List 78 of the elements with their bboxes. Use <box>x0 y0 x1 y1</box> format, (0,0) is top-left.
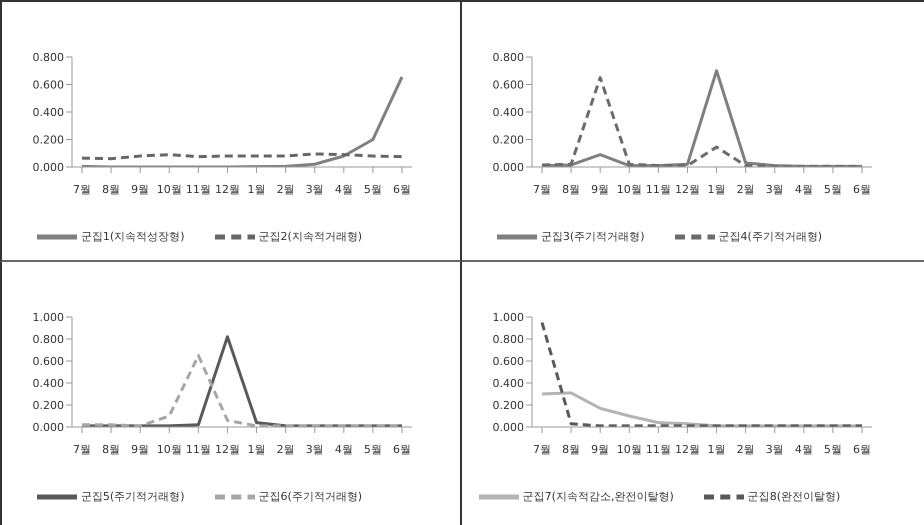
legend-label: 군집3(주기적거래형) <box>540 230 644 244</box>
x-tick-label: 1월 <box>248 182 266 196</box>
legend-label: 군집5(주기적거래형) <box>80 490 184 504</box>
y-tick-label: 0.200 <box>492 398 524 412</box>
y-tick-label: 0.800 <box>492 50 524 64</box>
x-tick-label: 3월 <box>306 442 324 456</box>
x-tick-label: 1월 <box>708 442 726 456</box>
x-tick-label: 7월 <box>73 182 91 196</box>
legend-label: 군집4(주기적거래형) <box>718 230 822 244</box>
x-tick-label: 1월 <box>708 182 726 196</box>
y-tick-label: 0.600 <box>32 354 64 368</box>
x-tick-label: 9월 <box>591 182 610 196</box>
x-tick-label: 8월 <box>102 182 120 196</box>
y-tick-label: 0.800 <box>32 332 64 346</box>
x-tick-label: 2월 <box>736 442 755 456</box>
x-tick-label: 4월 <box>794 182 813 196</box>
y-tick-label: 0.800 <box>32 50 64 64</box>
x-tick-label: 7월 <box>533 442 551 456</box>
x-tick-label: 12월 <box>674 442 700 456</box>
legend-label: 군집8(완전이탈형) <box>748 490 840 504</box>
y-tick-label: 0.000 <box>492 420 524 434</box>
x-tick-label: 9월 <box>591 442 610 456</box>
x-tick-label: 10월 <box>616 182 642 196</box>
x-tick-label: 7월 <box>533 182 551 196</box>
x-tick-label: 3월 <box>766 442 784 456</box>
x-tick-label: 8월 <box>562 442 580 456</box>
x-tick-label: 10월 <box>156 442 182 456</box>
x-tick-label: 5월 <box>364 442 382 456</box>
x-tick-label: 11월 <box>646 182 671 196</box>
x-tick-label: 11월 <box>186 442 211 456</box>
legend-label: 군집2(지속적거래형) <box>258 230 362 244</box>
y-tick-label: 0.200 <box>32 133 64 146</box>
y-tick-label: 0.000 <box>492 160 524 174</box>
legend-label: 군집6(주기적거래형) <box>258 490 362 504</box>
x-tick-label: 5월 <box>824 182 842 196</box>
x-tick-label: 6월 <box>853 182 871 196</box>
legend-label: 군집1(지속적성장형) <box>80 230 184 244</box>
x-tick-label: 7월 <box>73 442 91 456</box>
x-tick-label: 2월 <box>736 182 755 196</box>
y-tick-label: 1.000 <box>492 310 524 324</box>
x-tick-label: 9월 <box>131 182 150 196</box>
x-tick-label: 3월 <box>306 182 324 196</box>
y-tick-label: 0.400 <box>32 376 64 390</box>
x-tick-label: 6월 <box>853 442 871 456</box>
y-tick-label: 0.400 <box>32 106 64 119</box>
x-tick-label: 2월 <box>276 442 295 456</box>
y-tick-label: 0.600 <box>492 78 524 92</box>
x-tick-label: 4월 <box>334 182 353 196</box>
x-tick-label: 10월 <box>616 442 642 456</box>
x-tick-label: 8월 <box>102 442 120 456</box>
y-tick-label: 0.600 <box>32 78 64 92</box>
x-tick-label: 6월 <box>393 442 411 456</box>
x-tick-label: 4월 <box>794 442 813 456</box>
y-tick-label: 0.400 <box>492 376 524 390</box>
legend-label: 군집7(지속적감소,완전이탈형) <box>522 490 674 504</box>
x-tick-label: 1월 <box>248 442 266 456</box>
y-tick-label: 0.600 <box>492 354 524 368</box>
y-tick-label: 0.400 <box>492 106 524 119</box>
x-tick-label: 5월 <box>364 182 382 196</box>
x-tick-label: 4월 <box>334 442 353 456</box>
y-tick-label: 1.000 <box>32 310 64 324</box>
x-tick-label: 5월 <box>824 442 842 456</box>
x-tick-label: 3월 <box>766 182 784 196</box>
y-tick-label: 0.000 <box>32 160 64 174</box>
y-tick-label: 0.800 <box>492 332 524 346</box>
x-tick-label: 9월 <box>131 442 150 456</box>
x-tick-label: 12월 <box>214 442 240 456</box>
y-tick-label: 0.000 <box>32 420 64 434</box>
x-tick-label: 12월 <box>214 182 240 196</box>
x-tick-label: 12월 <box>674 182 700 196</box>
x-tick-label: 8월 <box>562 182 580 196</box>
x-tick-label: 11월 <box>646 442 671 456</box>
x-tick-label: 10월 <box>156 182 182 196</box>
x-tick-label: 2월 <box>276 182 295 196</box>
x-tick-label: 11월 <box>186 182 211 196</box>
y-tick-label: 0.200 <box>32 398 64 412</box>
x-tick-label: 6월 <box>393 182 411 196</box>
y-tick-label: 0.200 <box>492 133 524 146</box>
